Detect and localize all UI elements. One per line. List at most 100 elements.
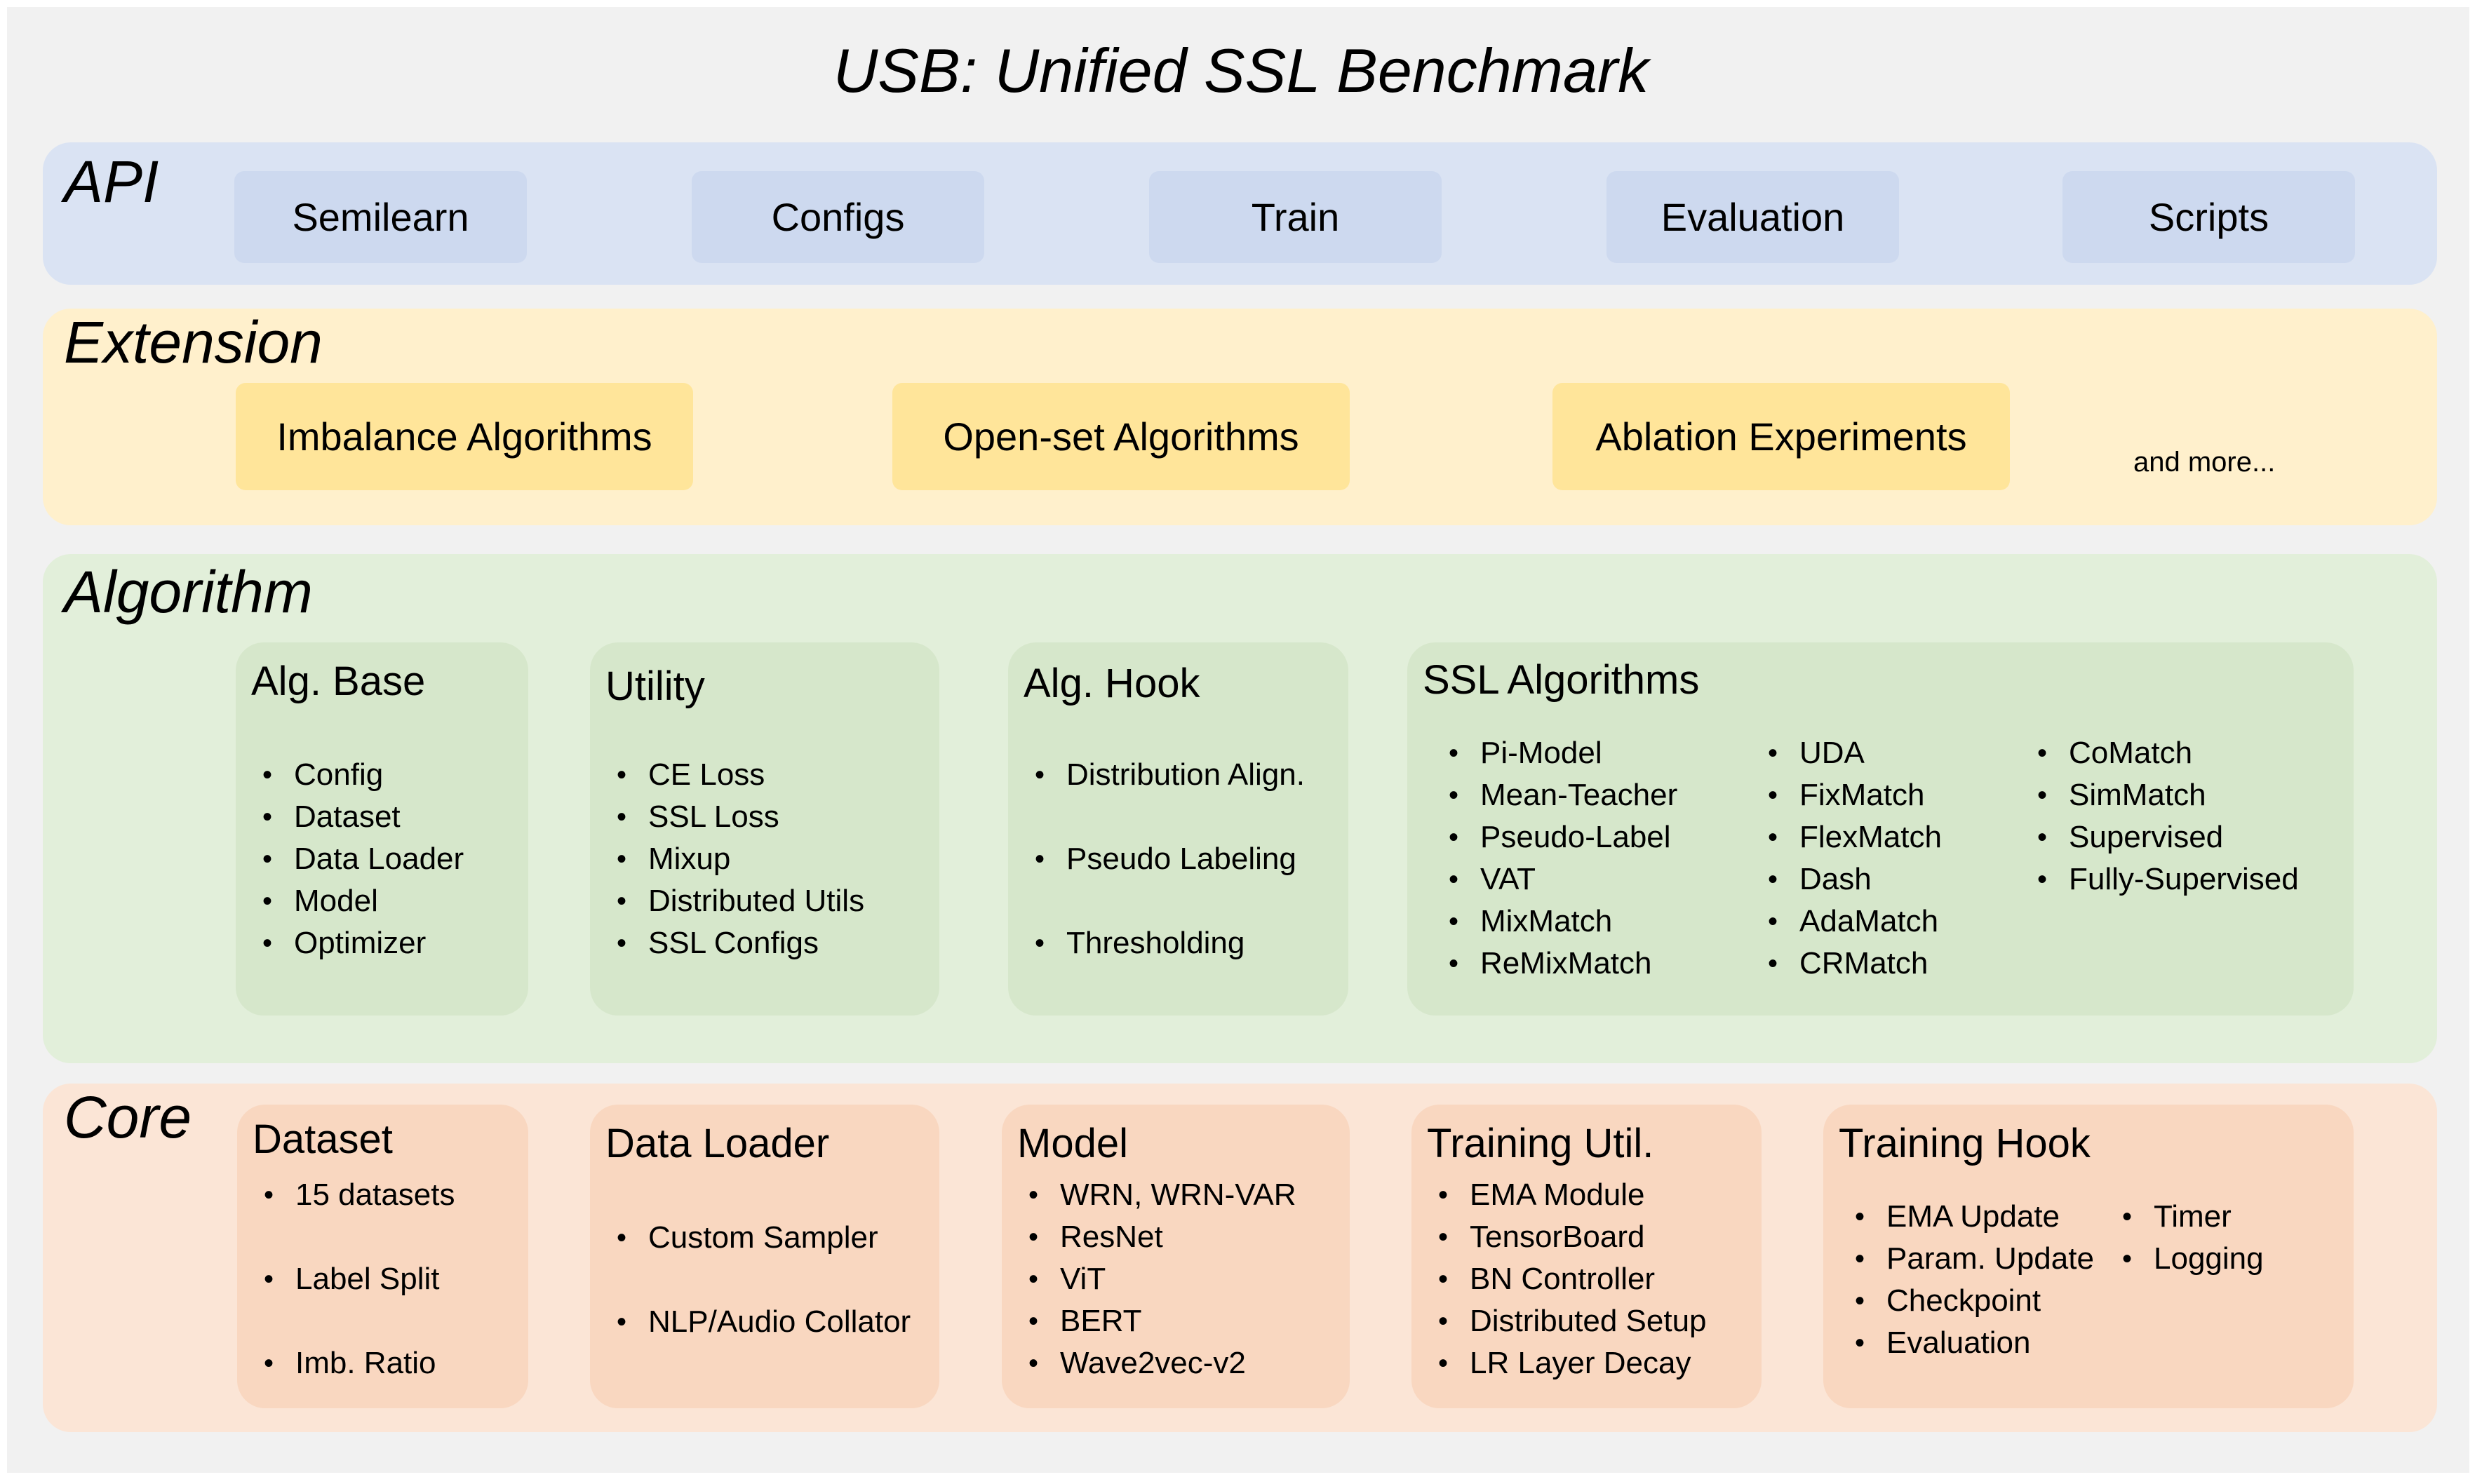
list-item-text: LR Layer Decay [1470, 1346, 1691, 1380]
list-item: • MixMatch [1449, 900, 1677, 943]
bullet-icon: • [1855, 1243, 1865, 1274]
bullet-icon: • [262, 759, 273, 790]
alg-hook-list: • Distribution Align. • Pseudo Labeling • Thr… [1035, 733, 1305, 985]
list-item: • Optimizer [262, 922, 464, 964]
ssl-algorithms-list: • CoMatch • SimMatch • Supervised • Fully-Super… [2037, 732, 2299, 900]
bullet-icon: • [617, 801, 627, 832]
list-item-text: Imb. Ratio [295, 1346, 436, 1380]
bullet-icon: • [2037, 821, 2048, 853]
extension-item-open-set: Open-set Algorithms [892, 383, 1350, 490]
list-item-text: Optimizer [294, 926, 427, 960]
list-item-text: FlexMatch [1799, 820, 1942, 854]
list-item-text: Thresholding [1066, 926, 1245, 960]
bullet-icon: • [1438, 1263, 1449, 1295]
list-item: • Mixup [617, 838, 864, 880]
list-item: • Mean-Teacher [1449, 774, 1677, 816]
list-item-text: Param. Update [1886, 1241, 2094, 1276]
bullet-icon: • [264, 1263, 274, 1295]
core-box-training-util: Training Util. • EMA Module • TensorBoard • BN… [1411, 1105, 1762, 1408]
bullet-icon: • [2037, 779, 2048, 811]
list-item-text: ViT [1060, 1262, 1106, 1296]
list-item-text: NLP/Audio Collator [648, 1304, 911, 1339]
list-item: • Dataset [262, 796, 464, 838]
list-item-text: Config [294, 757, 384, 792]
list-item: • Supervised [2037, 816, 2299, 858]
list-item: • Data Loader [262, 838, 464, 880]
bullet-icon: • [1768, 821, 1778, 853]
algorithm-box-ssl-algorithms: SSL Algorithms • Pi-Model • Mean-Teacher • Pse… [1407, 642, 2354, 1016]
list-item: • NLP/Audio Collator [617, 1280, 911, 1364]
list-item-text: SimMatch [2069, 778, 2206, 812]
bullet-icon: • [1028, 1263, 1039, 1295]
bullet-icon: • [264, 1179, 274, 1210]
list-item-text: EMA Module [1470, 1178, 1645, 1212]
core-box-training-hook: Training Hook • EMA Update • Param. Update • C… [1823, 1105, 2354, 1408]
list-item-text: Distributed Setup [1470, 1304, 1707, 1338]
list-item-text: Pseudo Labeling [1066, 842, 1296, 876]
list-item-text: TensorBoard [1470, 1220, 1645, 1254]
bullet-icon: • [262, 885, 273, 917]
bullet-icon: • [1449, 737, 1459, 769]
data-loader-list: • Custom Sampler • NLP/Audio Collator [617, 1196, 911, 1364]
bullet-icon: • [617, 1306, 627, 1337]
list-item: • EMA Module [1438, 1174, 1707, 1216]
list-item-text: Model [294, 884, 378, 918]
list-item-text: UDA [1799, 736, 1865, 770]
list-item-text: Data Loader [294, 842, 464, 876]
list-item: • CRMatch [1768, 943, 1942, 985]
bullet-icon: • [1768, 947, 1778, 979]
training-hook-title: Training Hook [1839, 1121, 2091, 1166]
list-item-text: VAT [1480, 862, 1536, 896]
api-item-evaluation: Evaluation [1606, 171, 1899, 263]
bullet-icon: • [617, 843, 627, 875]
list-item: • Checkpoint [1855, 1280, 2094, 1322]
bullet-icon: • [1438, 1221, 1449, 1253]
list-item: • BERT [1028, 1300, 1296, 1342]
list-item-text: 15 datasets [295, 1178, 455, 1212]
list-item-text: Timer [2154, 1199, 2232, 1234]
list-item: • Pi-Model [1449, 732, 1677, 774]
api-item-semilearn: Semilearn [234, 171, 527, 263]
bullet-icon: • [1449, 863, 1459, 895]
training-hook-list: • Timer • Logging [2122, 1196, 2264, 1280]
bullet-icon: • [262, 843, 273, 875]
algorithm-box-utility: Utility • CE Loss • SSL Loss • Mixup • Distribut… [590, 642, 939, 1016]
list-item: • Dash [1768, 858, 1942, 900]
list-item: • EMA Update [1855, 1196, 2094, 1238]
training-util-title: Training Util. [1427, 1121, 1654, 1166]
list-item: • 15 datasets [264, 1153, 455, 1237]
extension-item-ablation: Ablation Experiments [1552, 383, 2010, 490]
core-layer-label: Core [64, 1084, 192, 1150]
bullet-icon: • [1449, 779, 1459, 811]
extension-item-imbalance: Imbalance Algorithms [236, 383, 693, 490]
list-item: • WRN, WRN-VAR [1028, 1174, 1296, 1216]
list-item: • Label Split [264, 1237, 455, 1321]
api-item-scripts: Scripts [2062, 171, 2355, 263]
list-item-text: SSL Loss [648, 800, 779, 834]
bullet-icon: • [1438, 1305, 1449, 1337]
bullet-icon: • [262, 801, 273, 832]
list-item: • Logging [2122, 1238, 2264, 1280]
list-item: • Custom Sampler [617, 1196, 911, 1280]
extension-layer-label: Extension [64, 309, 323, 375]
list-item: • Distribution Align. [1035, 733, 1305, 817]
list-item-text: Mixup [648, 842, 731, 876]
bullet-icon: • [2122, 1201, 2133, 1232]
list-item: • CoMatch [2037, 732, 2299, 774]
bullet-icon: • [1028, 1179, 1039, 1210]
bullet-icon: • [617, 1222, 627, 1253]
list-item-text: Dataset [294, 800, 401, 834]
bullet-icon: • [1028, 1305, 1039, 1337]
bullet-icon: • [1028, 1347, 1039, 1379]
bullet-icon: • [617, 927, 627, 959]
bullet-icon: • [1035, 843, 1045, 875]
dataset-list: • 15 datasets • Label Split • Imb. Ratio [264, 1153, 455, 1405]
list-item: • CE Loss [617, 754, 864, 796]
ssl-algorithms-list: • UDA • FixMatch • FlexMatch • Dash • AdaMatch • CR… [1768, 732, 1942, 985]
list-item-text: Logging [2154, 1241, 2264, 1276]
bullet-icon: • [1768, 863, 1778, 895]
utility-list: • CE Loss • SSL Loss • Mixup • Distributed Util… [617, 754, 864, 964]
model-list: • WRN, WRN-VAR • ResNet • ViT • BERT • Wave2vec-v… [1028, 1174, 1296, 1384]
api-item-configs: Configs [692, 171, 984, 263]
list-item-text: Evaluation [1886, 1326, 2031, 1360]
